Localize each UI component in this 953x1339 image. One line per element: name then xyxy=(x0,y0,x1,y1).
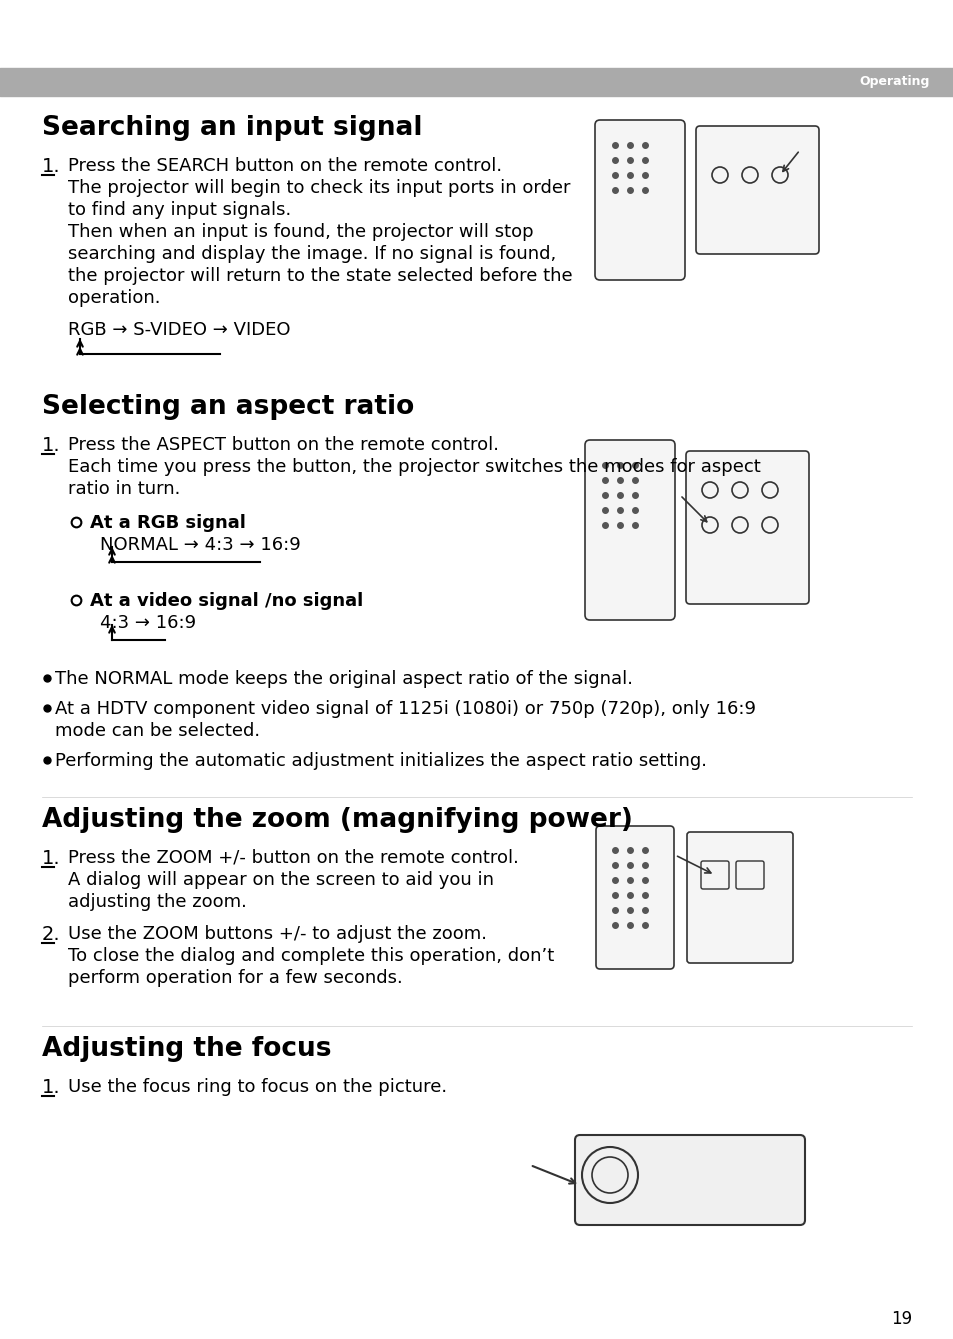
Text: Searching an input signal: Searching an input signal xyxy=(42,115,422,141)
FancyBboxPatch shape xyxy=(575,1135,804,1225)
FancyBboxPatch shape xyxy=(686,832,792,963)
Text: 1.: 1. xyxy=(42,849,61,868)
Text: At a video signal /no signal: At a video signal /no signal xyxy=(90,592,363,611)
Text: searching and display the image. If no signal is found,: searching and display the image. If no s… xyxy=(68,245,556,262)
Text: mode can be selected.: mode can be selected. xyxy=(55,722,260,740)
Text: Press the SEARCH button on the remote control.: Press the SEARCH button on the remote co… xyxy=(68,157,501,175)
Text: Selecting an aspect ratio: Selecting an aspect ratio xyxy=(42,394,414,420)
Text: Operating: Operating xyxy=(859,75,929,88)
Text: RGB → S-VIDEO → VIDEO: RGB → S-VIDEO → VIDEO xyxy=(68,321,291,339)
Text: to find any input signals.: to find any input signals. xyxy=(68,201,291,220)
Text: operation.: operation. xyxy=(68,289,160,307)
FancyBboxPatch shape xyxy=(595,121,684,280)
Text: NORMAL → 4:3 → 16:9: NORMAL → 4:3 → 16:9 xyxy=(100,536,300,554)
Text: Performing the automatic adjustment initializes the aspect ratio setting.: Performing the automatic adjustment init… xyxy=(55,753,706,770)
Text: Press the ZOOM +/- button on the remote control.: Press the ZOOM +/- button on the remote … xyxy=(68,849,518,866)
Text: The projector will begin to check its input ports in order: The projector will begin to check its in… xyxy=(68,179,570,197)
FancyBboxPatch shape xyxy=(685,451,808,604)
Text: 1.: 1. xyxy=(42,157,61,175)
FancyBboxPatch shape xyxy=(735,861,763,889)
Text: Adjusting the zoom (magnifying power): Adjusting the zoom (magnifying power) xyxy=(42,807,632,833)
Text: ratio in turn.: ratio in turn. xyxy=(68,479,180,498)
Text: perform operation for a few seconds.: perform operation for a few seconds. xyxy=(68,969,402,987)
Text: To close the dialog and complete this operation, don’t: To close the dialog and complete this op… xyxy=(68,947,554,965)
Text: At a HDTV component video signal of 1125i (1080i) or 750p (720p), only 16:9: At a HDTV component video signal of 1125… xyxy=(55,700,755,718)
Text: Adjusting the focus: Adjusting the focus xyxy=(42,1036,331,1062)
FancyBboxPatch shape xyxy=(596,826,673,969)
Text: 2.: 2. xyxy=(42,925,61,944)
Text: Then when an input is found, the projector will stop: Then when an input is found, the project… xyxy=(68,224,533,241)
Text: Press the ASPECT button on the remote control.: Press the ASPECT button on the remote co… xyxy=(68,437,498,454)
Text: Each time you press the button, the projector switches the modes for aspect: Each time you press the button, the proj… xyxy=(68,458,760,475)
Text: 1.: 1. xyxy=(42,1078,61,1097)
FancyBboxPatch shape xyxy=(584,441,675,620)
Text: adjusting the zoom.: adjusting the zoom. xyxy=(68,893,247,911)
FancyBboxPatch shape xyxy=(700,861,728,889)
Text: the projector will return to the state selected before the: the projector will return to the state s… xyxy=(68,266,572,285)
Text: 4:3 → 16:9: 4:3 → 16:9 xyxy=(100,615,196,632)
Text: 19: 19 xyxy=(890,1310,911,1328)
Text: Use the ZOOM buttons +/- to adjust the zoom.: Use the ZOOM buttons +/- to adjust the z… xyxy=(68,925,486,943)
Text: Use the focus ring to focus on the picture.: Use the focus ring to focus on the pictu… xyxy=(68,1078,447,1097)
Text: At a RGB signal: At a RGB signal xyxy=(90,514,246,532)
FancyBboxPatch shape xyxy=(696,126,818,254)
Text: 1.: 1. xyxy=(42,437,61,455)
Text: A dialog will appear on the screen to aid you in: A dialog will appear on the screen to ai… xyxy=(68,870,494,889)
Text: The NORMAL mode keeps the original aspect ratio of the signal.: The NORMAL mode keeps the original aspec… xyxy=(55,670,633,688)
